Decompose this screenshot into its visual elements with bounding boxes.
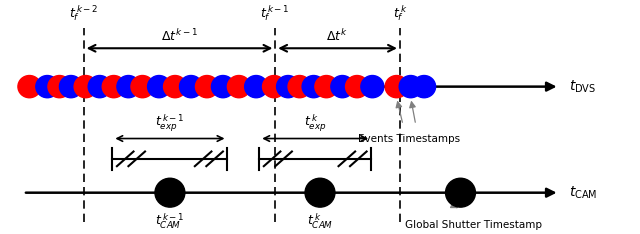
Ellipse shape: [164, 76, 186, 98]
Ellipse shape: [211, 76, 234, 98]
Text: Global Shutter Timestamp: Global Shutter Timestamp: [404, 220, 542, 230]
Ellipse shape: [399, 76, 422, 98]
Ellipse shape: [361, 76, 384, 98]
Ellipse shape: [179, 76, 202, 98]
Text: $t_{CAM}^{\,k-1}$: $t_{CAM}^{\,k-1}$: [155, 212, 185, 231]
Ellipse shape: [385, 76, 408, 98]
Ellipse shape: [148, 76, 171, 98]
Ellipse shape: [36, 76, 59, 98]
Ellipse shape: [302, 76, 325, 98]
Text: $t_{exp}^{\,k-1}$: $t_{exp}^{\,k-1}$: [155, 113, 185, 134]
Ellipse shape: [346, 76, 369, 98]
Text: $t_{CAM}^{\,k}$: $t_{CAM}^{\,k}$: [307, 212, 333, 231]
Ellipse shape: [227, 76, 250, 98]
Ellipse shape: [155, 178, 185, 207]
Ellipse shape: [48, 76, 71, 98]
Ellipse shape: [195, 76, 218, 98]
Ellipse shape: [305, 178, 335, 207]
Text: $t_f^{\,k-1}$: $t_f^{\,k-1}$: [260, 4, 290, 23]
Text: $t_{\rm DVS}$: $t_{\rm DVS}$: [569, 78, 596, 95]
Ellipse shape: [102, 76, 125, 98]
Ellipse shape: [244, 76, 268, 98]
Ellipse shape: [60, 76, 83, 98]
Text: Events Timestamps: Events Timestamps: [358, 134, 460, 144]
Text: $t_{exp}^{\,k}$: $t_{exp}^{\,k}$: [303, 113, 326, 134]
Ellipse shape: [74, 76, 97, 98]
Ellipse shape: [445, 178, 476, 207]
Text: $\Delta t^{k}$: $\Delta t^{k}$: [326, 28, 348, 44]
Text: $t_f^{\,k}$: $t_f^{\,k}$: [392, 4, 407, 23]
Text: $t_{\rm CAM}$: $t_{\rm CAM}$: [569, 184, 597, 201]
Ellipse shape: [276, 76, 300, 98]
Ellipse shape: [117, 76, 140, 98]
Ellipse shape: [413, 76, 436, 98]
Ellipse shape: [262, 76, 285, 98]
Text: $t_f^{\,k-2}$: $t_f^{\,k-2}$: [69, 4, 99, 23]
Ellipse shape: [288, 76, 311, 98]
Ellipse shape: [131, 76, 154, 98]
Ellipse shape: [18, 76, 41, 98]
Ellipse shape: [315, 76, 338, 98]
Ellipse shape: [88, 76, 111, 98]
Text: $\Delta t^{k-1}$: $\Delta t^{k-1}$: [161, 28, 198, 44]
Ellipse shape: [331, 76, 354, 98]
